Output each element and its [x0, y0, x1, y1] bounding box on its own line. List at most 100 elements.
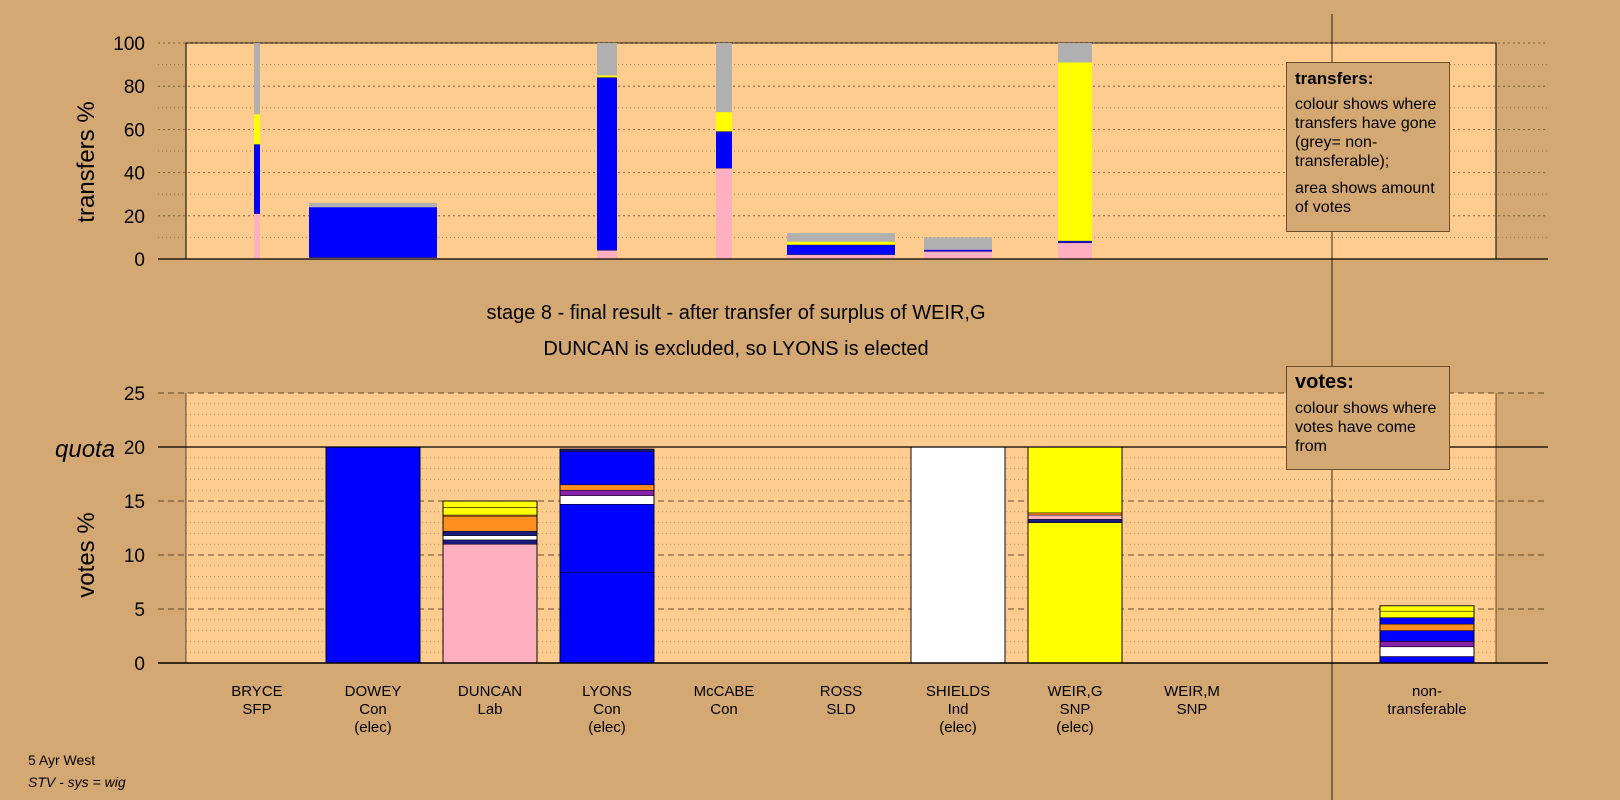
transfer-segment — [924, 249, 992, 252]
candidate-label: SHIELDS Ind (elec) — [926, 683, 990, 736]
candidate-label: DOWEY Con (elec) — [345, 683, 402, 736]
transfer-bar-weirg — [1058, 43, 1092, 259]
transfer-segment — [309, 207, 437, 258]
candidate-label-line: DOWEY — [345, 683, 402, 700]
votes-tick-label: 0 — [134, 654, 145, 675]
transfer-segment — [254, 43, 260, 115]
result-title: DUNCAN is excluded, so LYONS is elected — [543, 338, 928, 360]
vote-segment — [1027, 446, 1123, 514]
vote-bar-dowey — [325, 446, 421, 664]
transfer-segment — [597, 77, 617, 251]
transfer-segment — [787, 244, 895, 255]
transfers-legend-line2: area shows amount of votes — [1295, 180, 1435, 216]
votes-legend-line1: colour shows where votes have come from — [1295, 400, 1437, 455]
footer-system: STV - sys = wig — [28, 774, 126, 790]
transfer-segment — [597, 43, 617, 76]
transfer-segment — [254, 213, 260, 259]
votes-tick-label: 10 — [124, 546, 145, 567]
transfers-tick-label: 60 — [124, 120, 145, 141]
transfer-bar-mccabe — [716, 43, 732, 259]
transfer-segment — [716, 43, 732, 113]
vote-segment — [910, 446, 1006, 664]
transfer-bar-ross — [787, 233, 895, 259]
footer-ward: 5 Ayr West — [28, 752, 96, 768]
candidate-label: LYONS Con (elec) — [582, 683, 632, 736]
transfer-segment — [924, 251, 992, 259]
quota-label: quota — [55, 436, 115, 463]
transfer-segment — [1058, 241, 1092, 243]
candidate-label: WEIR,M SNP — [1164, 683, 1220, 718]
transfer-segment — [716, 168, 732, 259]
transfers-tick-label: 0 — [134, 250, 145, 271]
vote-segment — [1027, 522, 1123, 664]
candidate-label: ROSS SLD — [820, 683, 863, 718]
candidate-label-line: SNP — [1060, 701, 1091, 718]
vote-segment — [1379, 641, 1475, 648]
candidate-label-line: DUNCAN — [458, 683, 522, 700]
vote-segment — [1379, 656, 1475, 664]
vote-segment — [442, 539, 538, 545]
vote-bar-duncan — [442, 500, 538, 664]
transfer-segment — [924, 237, 992, 250]
transfer-segment — [787, 233, 895, 242]
transfer-segment — [597, 75, 617, 78]
transfer-segment — [1058, 62, 1092, 242]
transfers-tick-label: 20 — [124, 207, 145, 228]
votes-y-axis-label: votes % — [73, 512, 100, 597]
stage-title: stage 8 - final result - after transfer … — [486, 302, 985, 324]
vote-segment — [442, 507, 538, 516]
vote-segment — [559, 503, 655, 573]
vote-bar-weirg — [1027, 446, 1123, 664]
transfers-legend-heading: transfers: — [1295, 69, 1374, 88]
vote-segment — [325, 446, 421, 664]
candidate-label: BRYCE SFP — [231, 683, 282, 718]
transfer-segment — [309, 202, 437, 208]
transfer-bar-shields — [924, 237, 992, 259]
candidate-label-line: McCABE — [694, 683, 755, 700]
vote-segment — [1379, 630, 1475, 642]
candidate-label-line: (elec) — [939, 719, 977, 736]
vote-segment — [559, 451, 655, 486]
transfer-segment — [309, 257, 437, 259]
vote-segment — [559, 572, 655, 664]
vote-segment — [1379, 617, 1475, 625]
votes-tick-label: 5 — [134, 600, 145, 621]
votes-tick-label: 20 — [124, 438, 145, 459]
vote-bar-lyons — [559, 448, 655, 664]
candidate-label-line: SNP — [1177, 701, 1208, 718]
vote-bar-shields — [910, 446, 1006, 664]
vote-segment — [559, 489, 655, 496]
vote-segment — [442, 515, 538, 532]
transfers-tick-label: 40 — [124, 164, 145, 185]
transfer-segment — [787, 241, 895, 245]
transfer-segment — [597, 250, 617, 259]
vote-segment — [1027, 519, 1123, 523]
candidate-label-line: WEIR,G — [1048, 683, 1103, 700]
transfer-segment — [716, 131, 732, 169]
transfer-bar-lyons — [597, 43, 617, 259]
transfer-segment — [254, 114, 260, 145]
candidate-label: McCABE Con — [694, 683, 755, 718]
vote-segment — [559, 484, 655, 491]
vote-segment — [442, 500, 538, 508]
vote-segment — [442, 543, 538, 664]
candidate-label-line: LYONS — [582, 683, 632, 700]
candidate-label: WEIR,G SNP (elec) — [1048, 683, 1103, 736]
candidate-label-line: WEIR,M — [1164, 683, 1220, 700]
candidate-label-line: BRYCE — [231, 683, 282, 700]
transfer-segment — [254, 144, 260, 214]
candidate-label-line: (elec) — [1056, 719, 1094, 736]
votes-tick-label: 15 — [124, 492, 145, 513]
transfer-segment — [716, 112, 732, 132]
candidate-label: DUNCAN Lab — [458, 683, 522, 718]
vote-bar-nontransferable — [1379, 605, 1475, 664]
votes-legend-heading: votes: — [1295, 371, 1354, 393]
transfer-segment — [1058, 242, 1092, 259]
candidate-label-line: non- — [1412, 683, 1442, 700]
candidate-label-line: SLD — [826, 701, 855, 718]
vote-segment — [1379, 646, 1475, 657]
candidate-label-line: Lab — [477, 701, 502, 718]
transfers-tick-label: 80 — [124, 77, 145, 98]
candidate-label-line: Con — [593, 701, 621, 718]
